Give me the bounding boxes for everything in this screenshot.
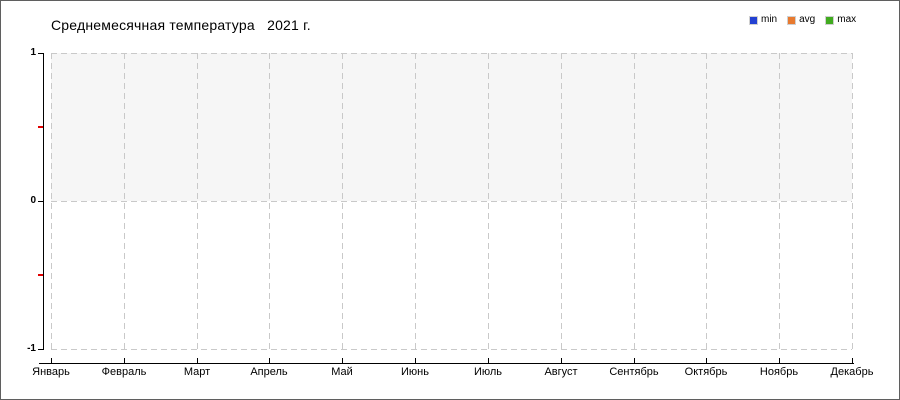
legend-label: max	[837, 14, 857, 25]
legend-item-avg: avg	[787, 15, 815, 25]
y-axis-label: -1	[27, 343, 36, 354]
x-axis-tick	[852, 358, 853, 363]
x-axis-line	[39, 363, 854, 364]
y-axis-label: 1	[30, 47, 36, 58]
x-axis-month-label: Февраль	[101, 366, 147, 378]
x-axis-tick	[779, 358, 780, 363]
y-axis-tick	[38, 53, 43, 54]
legend-item-max: max	[825, 15, 856, 25]
gridline-horizontal	[51, 349, 852, 350]
gridline-vertical	[561, 53, 562, 349]
gridline-vertical	[706, 53, 707, 349]
legend-label: min	[761, 14, 778, 25]
y-axis-tick	[38, 349, 43, 350]
x-axis-tick	[269, 358, 270, 363]
gridline-vertical	[634, 53, 635, 349]
legend-item-min: min	[749, 15, 777, 25]
gridline-vertical	[124, 53, 125, 349]
y-axis-minor-tick	[38, 274, 43, 276]
x-axis-tick	[488, 358, 489, 363]
x-axis-month-label: Сентябрь	[609, 366, 659, 378]
x-axis-tick	[342, 358, 343, 363]
gridline-horizontal	[51, 53, 852, 54]
gridline-vertical	[852, 53, 853, 349]
gridline-vertical	[342, 53, 343, 349]
x-axis-tick	[415, 358, 416, 363]
gridline-vertical	[779, 53, 780, 349]
x-axis-tick	[124, 358, 125, 363]
legend-swatch-max	[825, 15, 835, 25]
y-axis-label: 0	[30, 195, 36, 206]
x-axis-month-label: Март	[183, 366, 211, 378]
legend-swatch-avg	[787, 15, 797, 25]
x-axis-month-label: Июнь	[401, 366, 429, 378]
x-axis-tick	[51, 358, 52, 363]
gridline-vertical	[488, 53, 489, 349]
x-axis-tick	[706, 358, 707, 363]
chart-legend: min avg max	[749, 15, 856, 25]
gridline-horizontal	[51, 201, 852, 202]
x-axis-month-label: Декабрь	[830, 366, 874, 378]
x-axis-month-label: Ноябрь	[759, 366, 799, 378]
y-axis-line	[43, 53, 44, 350]
legend-label: avg	[799, 14, 816, 25]
gridline-vertical	[51, 53, 52, 349]
x-axis-month-label: Август	[544, 366, 578, 378]
legend-swatch-min	[749, 15, 758, 25]
x-axis-month-label: Январь	[32, 366, 70, 378]
y-axis-minor-tick	[38, 126, 43, 128]
gridline-vertical	[415, 53, 416, 349]
y-axis-tick	[38, 201, 43, 202]
x-axis-tick	[634, 358, 635, 363]
x-axis-month-label: Апрель	[250, 366, 288, 378]
plot-upper-band	[51, 53, 852, 201]
gridline-vertical	[269, 53, 270, 349]
chart-title: Среднемесячная температура 2021 г.	[51, 17, 311, 33]
x-axis-month-label: Июль	[473, 366, 503, 378]
x-axis-tick	[561, 358, 562, 363]
gridline-vertical	[197, 53, 198, 349]
x-axis-month-label: Октябрь	[684, 366, 728, 378]
x-axis-tick	[197, 358, 198, 363]
x-axis-month-label: Май	[331, 366, 353, 378]
